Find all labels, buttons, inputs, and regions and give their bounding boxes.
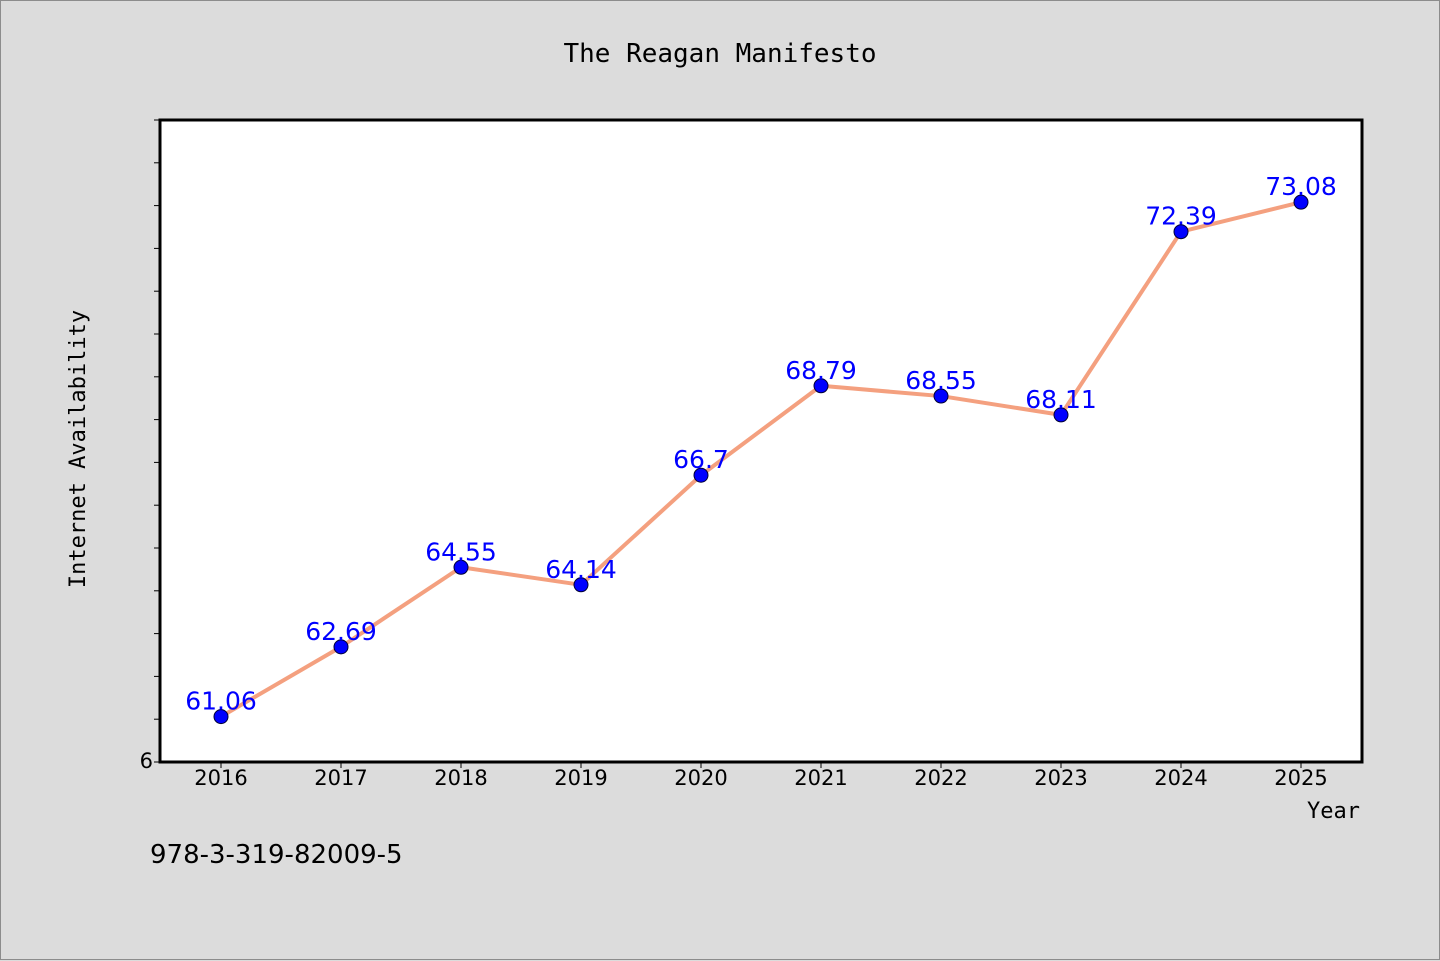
data-label: 72.39 <box>1145 202 1217 231</box>
x-tick-label: 2019 <box>554 766 607 790</box>
data-label: 68.55 <box>905 366 977 395</box>
data-point <box>333 639 349 655</box>
data-point <box>1053 407 1069 423</box>
x-tick-label: 2022 <box>914 766 967 790</box>
y-axis-label: Internet Availability <box>66 310 91 588</box>
y-tick-label: 6 <box>140 749 153 773</box>
data-point <box>453 559 469 575</box>
chart-title: The Reagan Manifesto <box>563 39 876 69</box>
x-axis-label: Year <box>1307 799 1360 824</box>
data-labels: 61.06 62.69 64.55 64.14 66.7 68.79 68.55 68.11 7… <box>185 172 1337 715</box>
data-label: 66.7 <box>673 445 729 474</box>
x-tick-label: 2016 <box>194 766 247 790</box>
x-tick-label: 2024 <box>1154 766 1207 790</box>
x-tick-label: 2025 <box>1274 766 1327 790</box>
data-label: 68.79 <box>785 356 857 385</box>
series-line <box>219 200 1302 719</box>
data-label: 73.08 <box>1265 172 1337 201</box>
data-point <box>573 577 589 593</box>
x-tick-label: 2021 <box>794 766 847 790</box>
data-point <box>933 388 949 404</box>
data-point <box>213 709 229 725</box>
plot-area <box>158 118 1364 764</box>
x-tick-label: 2023 <box>1034 766 1087 790</box>
data-point <box>1173 224 1189 240</box>
data-point <box>693 467 709 483</box>
data-label: 64.55 <box>425 537 497 566</box>
x-tick-label: 2020 <box>674 766 727 790</box>
x-tick-label: 2018 <box>434 766 487 790</box>
series-layer <box>213 194 1309 725</box>
isbn-footer: 978-3-319-82009-5 <box>150 840 403 870</box>
x-axis-ticks: 2016 2017 2018 2019 2020 2021 2022 2023 2024 2025 <box>194 762 1328 790</box>
data-label: 61.06 <box>185 687 257 716</box>
data-point <box>813 378 829 394</box>
data-point <box>1293 194 1309 210</box>
data-label: 62.69 <box>305 617 377 646</box>
data-label: 68.11 <box>1025 385 1097 414</box>
x-tick-label: 2017 <box>314 766 367 790</box>
y-axis-ticks: 6 <box>140 119 160 773</box>
data-label: 64.14 <box>545 555 617 584</box>
